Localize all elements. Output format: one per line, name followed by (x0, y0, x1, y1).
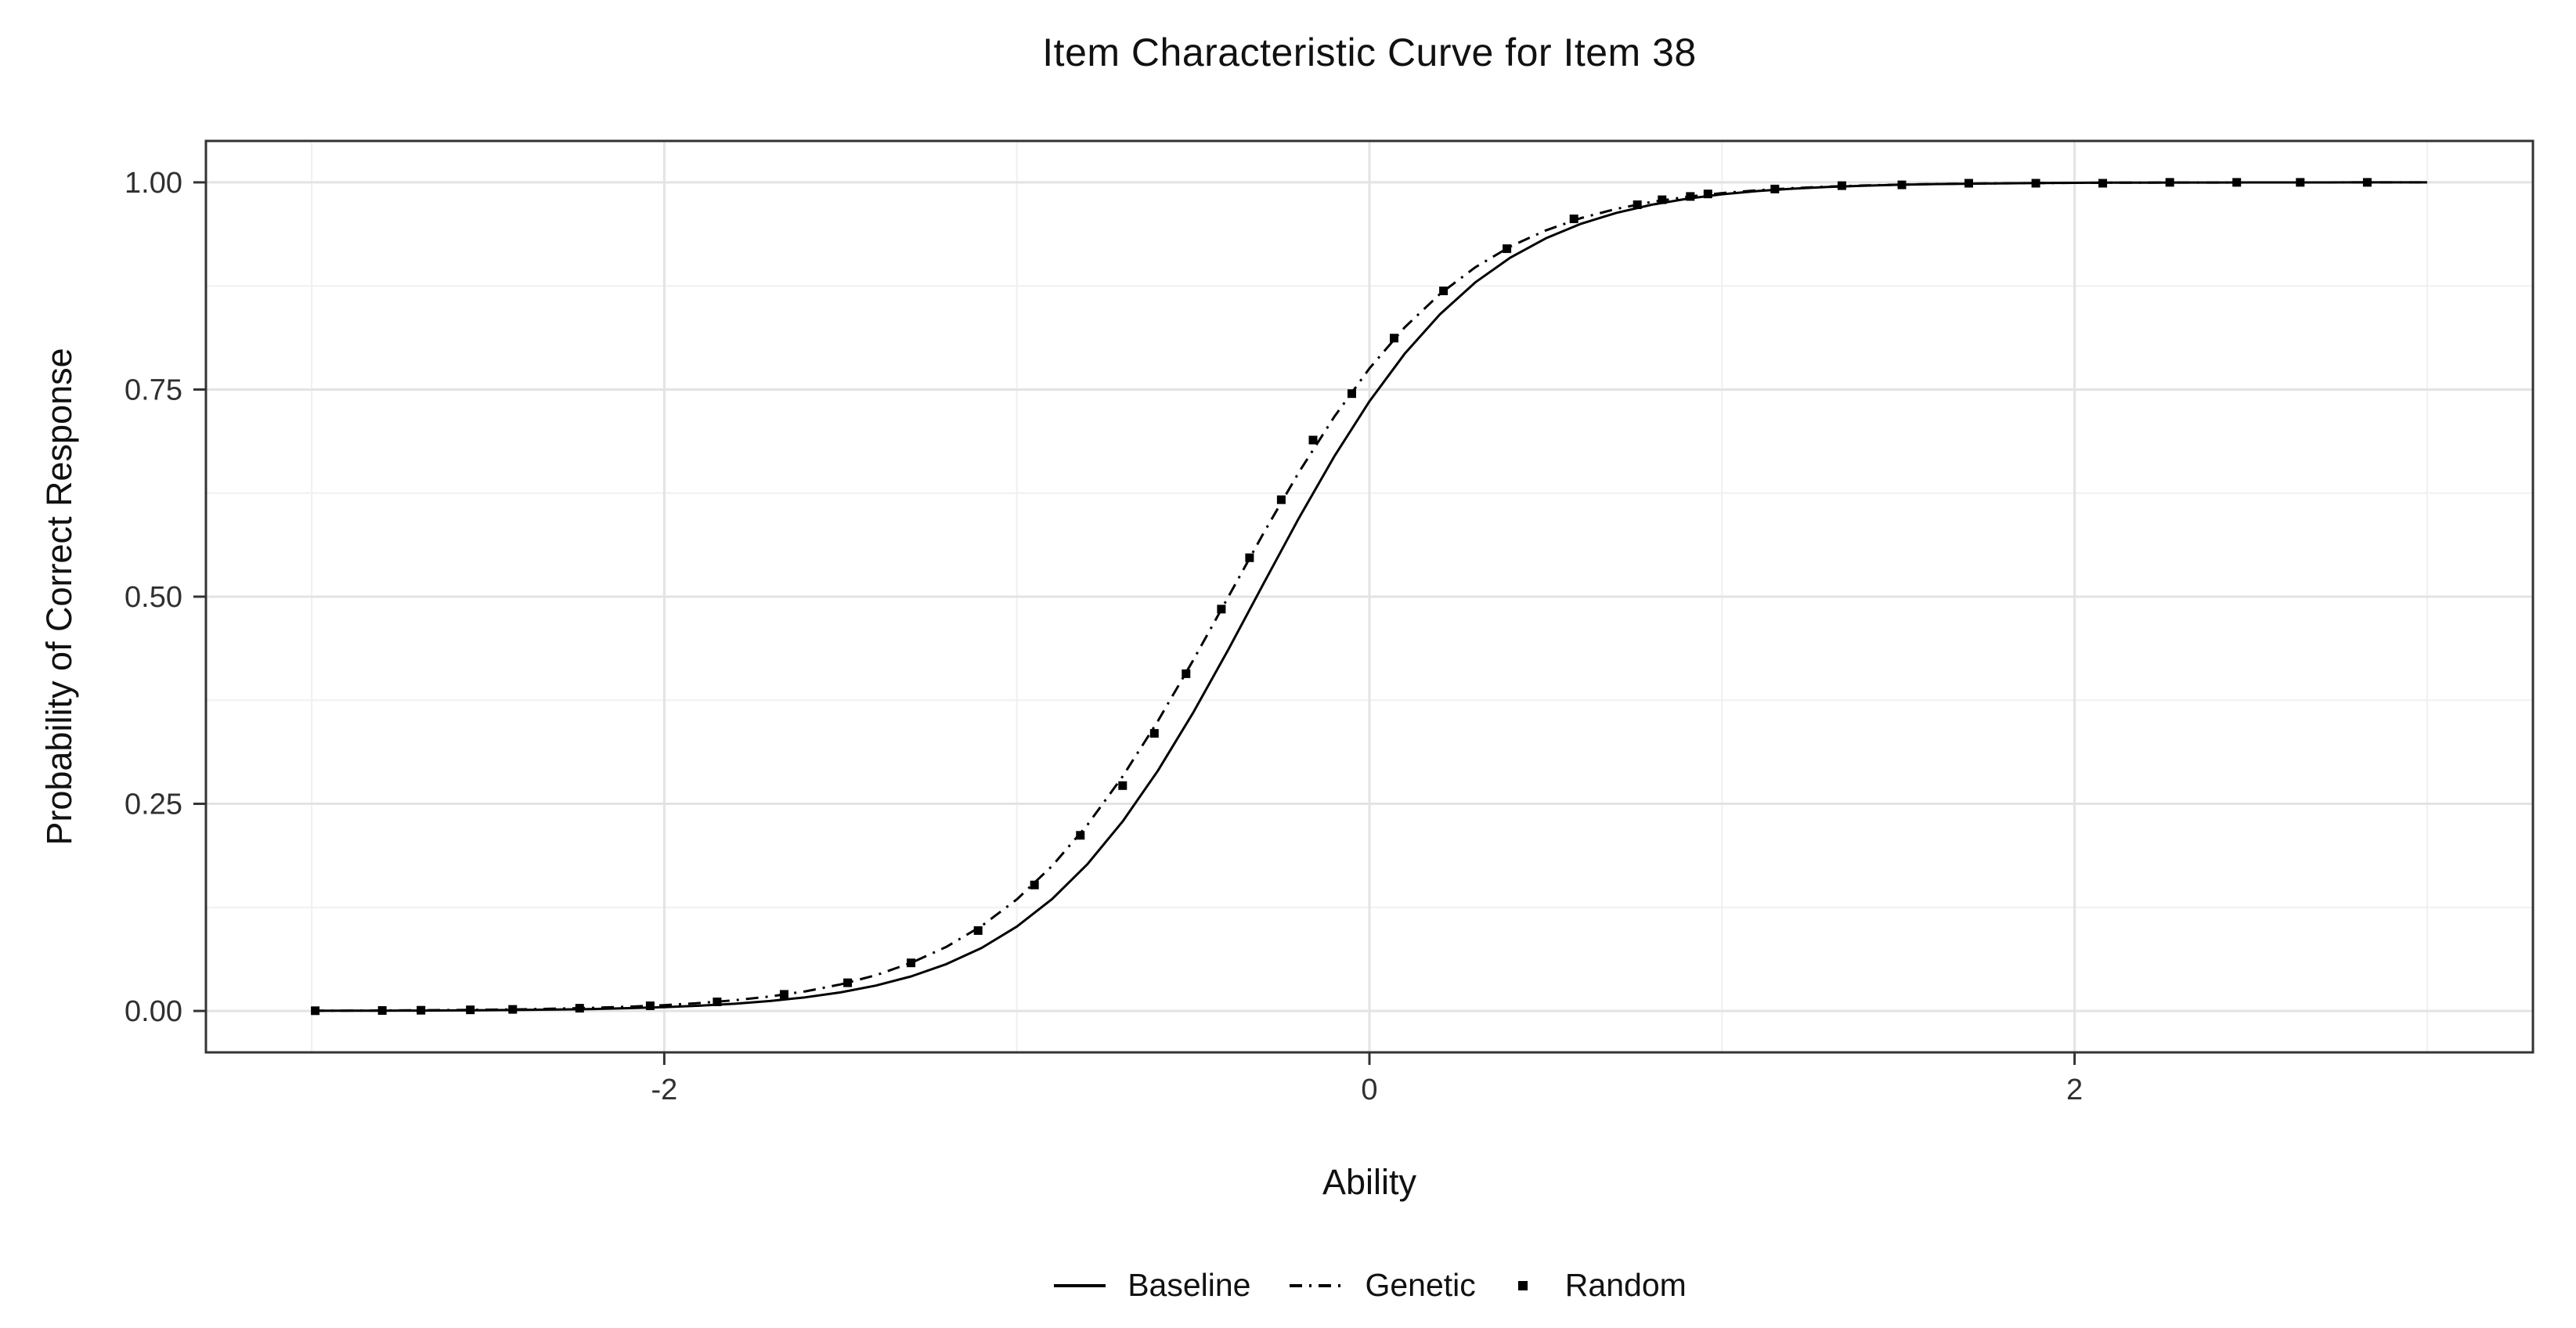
data-point-random (417, 1005, 426, 1015)
solid-line-key-icon (1054, 1283, 1106, 1287)
legend-item-genetic: Genetic (1288, 1267, 1476, 1304)
data-point-random (1245, 553, 1254, 562)
x-tick-label: 2 (2066, 1074, 2083, 1106)
data-point-random (2098, 179, 2108, 188)
data-point-random (1686, 192, 1695, 201)
data-point-random (907, 958, 916, 968)
data-point-random (508, 1005, 518, 1014)
data-point-random (2031, 179, 2040, 188)
data-point-random (713, 998, 722, 1006)
series-line-genetic (312, 181, 2427, 1012)
data-point-random (1276, 495, 1286, 504)
data-point-random (1569, 215, 1578, 223)
data-point-random (1897, 180, 1907, 189)
data-point-random (2362, 178, 2372, 187)
y-tick-label: 0.75 (124, 374, 182, 406)
legend-label-random: Random (1564, 1267, 1687, 1303)
x-tick-label: -2 (651, 1074, 677, 1106)
legend: Baseline Genetic Random (206, 1267, 2533, 1304)
data-point-random (1308, 435, 1318, 445)
legend-label-baseline: Baseline (1127, 1267, 1251, 1303)
data-point-random (645, 1001, 655, 1010)
data-point-random (1030, 880, 1039, 890)
data-point-random (1503, 244, 1512, 254)
data-point-random (311, 1006, 320, 1016)
data-point-random (1770, 184, 1780, 193)
data-point-random (1390, 334, 1398, 343)
y-tick-label: 0.50 (124, 581, 182, 614)
data-point-random (1439, 287, 1449, 295)
data-point-random (2165, 178, 2174, 187)
data-point-random (843, 978, 853, 987)
data-point-random (1217, 604, 1226, 614)
data-point-random (2232, 178, 2242, 187)
data-point-random (1182, 669, 1191, 678)
data-point-random (2296, 178, 2305, 187)
data-point-random (1837, 181, 1846, 190)
data-point-random (575, 1004, 584, 1013)
data-point-random (1348, 389, 1356, 399)
data-point-random (973, 926, 983, 935)
data-point-random (377, 1006, 387, 1015)
data-point-random (780, 990, 788, 999)
chart-title: Item Characteristic Curve for Item 38 (1042, 31, 1697, 74)
y-tick-label: 0.25 (124, 788, 182, 821)
dash-dot-line-key-icon (1290, 1283, 1344, 1287)
data-point-random (466, 1005, 475, 1015)
legend-item-random: Random (1513, 1267, 1687, 1304)
x-axis-title: Ability (1322, 1162, 1417, 1202)
data-point-random (1076, 831, 1085, 840)
x-tick-label: 0 (1361, 1074, 1377, 1106)
y-tick-label: 1.00 (124, 167, 182, 200)
data-point-random (1964, 179, 1973, 188)
data-point-random (1658, 195, 1667, 204)
series-line-baseline (312, 181, 2427, 1012)
square-point-key-icon (1517, 1280, 1528, 1290)
data-point-random (1149, 729, 1159, 738)
legend-label-genetic: Genetic (1365, 1267, 1476, 1303)
data-point-random (1703, 189, 1712, 199)
y-axis-title: Probability of Correct Response (39, 348, 79, 846)
y-tick-label: 0.00 (124, 995, 182, 1028)
data-point-random (1118, 781, 1127, 790)
data-point-random (1633, 200, 1642, 209)
legend-item-baseline: Baseline (1052, 1267, 1250, 1304)
